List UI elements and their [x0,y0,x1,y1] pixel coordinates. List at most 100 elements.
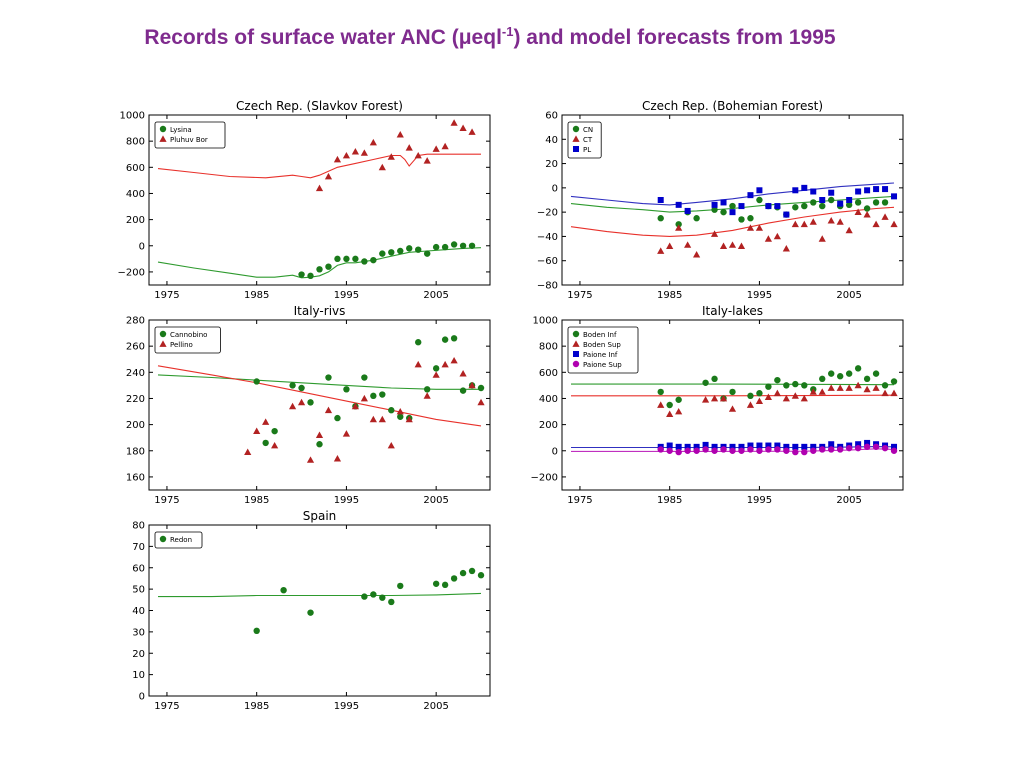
data-point [343,386,350,393]
data-point [828,189,835,196]
data-point [675,224,683,231]
legend-marker [573,351,579,357]
data-point [800,220,808,228]
data-point [801,184,808,191]
data-point [693,251,701,258]
legend-label: Lysina [170,126,192,134]
data-point [702,441,709,448]
data-point [854,365,862,372]
y-tick-label: 40 [545,135,558,146]
data-point [729,447,736,454]
data-point [360,394,368,402]
plot-frame [148,524,491,697]
data-point [450,575,458,582]
data-point [459,569,467,577]
data-point [881,382,889,389]
data-point [819,375,826,383]
data-point [755,224,764,231]
data-point [307,399,314,406]
legend-label: Redon [170,536,192,544]
y-tick-label: 20 [545,159,558,170]
data-point [774,376,781,384]
series-paione-sup [657,443,898,456]
legend-marker [572,360,580,368]
data-point [423,386,431,393]
data-point [818,388,826,395]
data-point [360,149,368,156]
data-point [801,443,808,450]
data-point [459,242,467,249]
data-point [675,396,682,403]
data-point [782,394,790,402]
legend-marker [572,330,580,338]
y-tick-label: 20 [132,649,145,660]
legend-marker [159,330,167,338]
legend-marker [159,135,167,142]
data-point [836,446,844,453]
data-point [810,188,817,195]
data-point [441,581,449,589]
y-tick-label: 800 [539,342,558,353]
data-point [684,443,691,450]
x-tick-label: 2005 [836,290,861,301]
x-tick-label: 1995 [747,290,772,301]
data-point [711,206,718,213]
x-tick-label: 1975 [567,290,592,301]
y-tick-label: 0 [139,241,145,252]
data-point [657,446,664,453]
data-point [342,151,351,159]
data-point [827,217,835,224]
data-point [792,448,799,456]
y-tick-label: 200 [126,420,145,431]
data-point [800,394,808,402]
y-tick-label: 280 [126,316,145,327]
data-point [298,271,305,278]
data-point [756,187,763,194]
data-point [432,365,440,372]
data-point [801,202,808,210]
data-point [747,192,754,199]
data-point [657,247,665,254]
model-line [157,365,482,427]
series-boden-inf [657,365,898,409]
data-point [765,203,772,210]
data-point [271,441,279,449]
data-point [783,211,790,218]
data-point [774,203,781,210]
data-point [738,216,745,223]
data-point [675,201,682,208]
data-point [819,202,826,210]
legend-marker [572,125,580,133]
model-line [158,592,482,598]
y-tick-label: 200 [126,215,145,226]
data-point [657,388,664,396]
data-point [450,241,458,248]
data-point [477,572,485,579]
slide-title-suffix: ) and model forecasts from 1995 [513,26,836,49]
y-tick-label: −200 [118,267,145,278]
data-point [316,441,323,448]
legend-box [154,531,203,549]
data-point [711,447,718,454]
data-point [845,201,853,209]
data-point [855,441,862,448]
data-point [666,410,674,418]
data-point [316,266,323,273]
data-point [387,153,395,160]
legend-marker [572,135,580,142]
data-point [801,382,808,389]
data-point [747,392,754,400]
data-point [765,446,772,453]
data-point [675,448,682,456]
legend-label: Cannobino [170,331,207,339]
data-point [253,378,260,385]
model-line [571,394,895,397]
data-point [333,455,342,462]
data-point [271,427,278,435]
y-tick-label: −20 [537,208,558,219]
data-point [846,197,853,203]
data-point [809,388,817,395]
data-point [657,197,664,203]
data-point [738,203,745,210]
data-point [459,124,467,131]
